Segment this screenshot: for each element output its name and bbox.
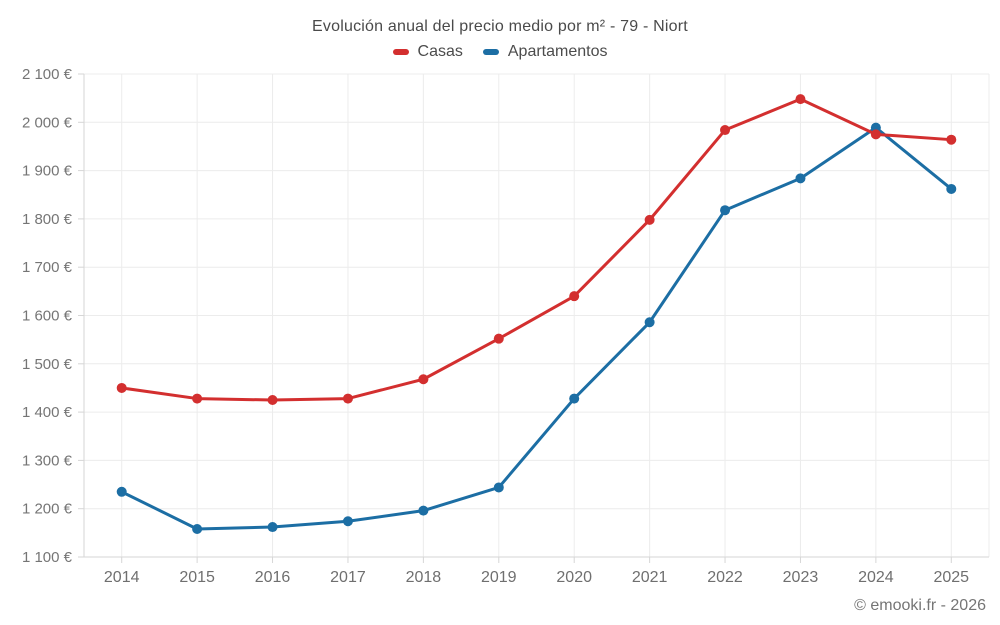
- data-point-apartamentos-2018[interactable]: [418, 505, 429, 516]
- x-axis-label: 2024: [858, 569, 894, 586]
- data-point-apartamentos-2015[interactable]: [192, 523, 203, 534]
- data-point-casas-2018[interactable]: [418, 374, 429, 385]
- y-axis-label: 1 200 €: [22, 501, 73, 518]
- chart-title: Evolución anual del precio medio por m² …: [312, 18, 688, 35]
- series-line-casas: [120, 97, 953, 402]
- y-axis-label: 1 800 €: [22, 211, 73, 228]
- x-axis-label: 2023: [783, 569, 819, 586]
- legend-swatch-casas: [392, 49, 409, 55]
- x-axis-label: 2018: [406, 569, 442, 586]
- data-point-apartamentos-2025[interactable]: [946, 183, 957, 194]
- data-point-apartamentos-2020[interactable]: [569, 393, 580, 404]
- legend-label-apartamentos: Apartamentos: [507, 43, 608, 60]
- data-point-casas-2021[interactable]: [644, 214, 655, 225]
- data-point-casas-2025[interactable]: [946, 134, 957, 145]
- x-axis-label: 2016: [255, 569, 291, 586]
- y-axis-label: 1 100 €: [22, 549, 73, 566]
- data-point-apartamentos-2021[interactable]: [644, 317, 655, 328]
- data-point-apartamentos-2019[interactable]: [493, 482, 504, 493]
- legend-swatch-apartamentos: [482, 49, 499, 55]
- data-point-casas-2022[interactable]: [720, 125, 731, 136]
- y-axis-label: 1 700 €: [22, 259, 73, 276]
- data-point-casas-2019[interactable]: [493, 333, 504, 344]
- data-point-apartamentos-2022[interactable]: [720, 205, 731, 216]
- data-point-casas-2023[interactable]: [795, 94, 806, 105]
- data-point-apartamentos-2017[interactable]: [342, 516, 353, 527]
- data-point-casas-2020[interactable]: [569, 291, 580, 302]
- series-line-apartamentos: [120, 126, 953, 531]
- data-point-apartamentos-2016[interactable]: [267, 522, 278, 533]
- y-axis-label: 1 500 €: [22, 356, 73, 373]
- data-point-casas-2015[interactable]: [192, 393, 203, 404]
- credit-text: © emooki.fr - 2026: [854, 597, 986, 614]
- data-point-casas-2017[interactable]: [342, 393, 353, 404]
- x-axis-label: 2019: [481, 569, 517, 586]
- y-axis-label: 1 600 €: [22, 308, 73, 325]
- y-axis-label: 2 100 €: [22, 66, 73, 83]
- x-axis-label: 2022: [707, 569, 743, 586]
- x-axis-label: 2015: [179, 569, 215, 586]
- legend-item-apartamentos[interactable]: Apartamentos: [482, 43, 608, 61]
- data-point-casas-2024[interactable]: [870, 129, 881, 140]
- legend: Casas Apartamentos: [0, 43, 1000, 61]
- y-axis-label: 1 900 €: [22, 163, 73, 180]
- x-axis-label: 2020: [556, 569, 592, 586]
- y-axis-label: 2 000 €: [22, 114, 73, 131]
- data-point-casas-2014[interactable]: [116, 382, 127, 393]
- x-axis-label: 2025: [933, 569, 969, 586]
- x-axis-label: 2021: [632, 569, 668, 586]
- legend-label-casas: Casas: [417, 43, 463, 60]
- y-axis-label: 1 300 €: [22, 452, 73, 469]
- data-point-casas-2016[interactable]: [267, 395, 278, 406]
- data-point-apartamentos-2023[interactable]: [795, 173, 806, 184]
- x-axis-label: 2017: [330, 569, 366, 586]
- x-axis-label: 2014: [104, 569, 140, 586]
- legend-item-casas[interactable]: Casas: [392, 43, 463, 61]
- y-axis-label: 1 400 €: [22, 404, 73, 421]
- data-point-apartamentos-2014[interactable]: [116, 486, 127, 497]
